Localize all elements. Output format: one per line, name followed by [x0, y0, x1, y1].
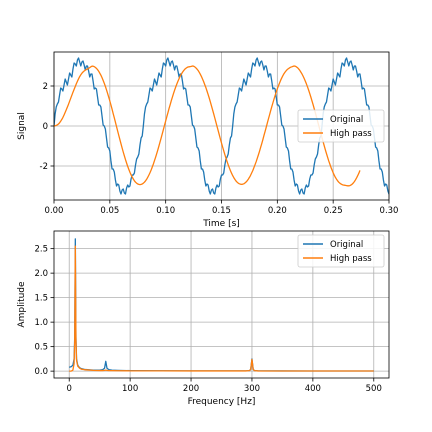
time-signal-plot: 0.00 0.05 0.10 0.15 0.20 0.25 0.30 -2 0 2 Time [s]… [17, 51, 399, 229]
series-line-original [54, 57, 389, 195]
y-tick-label: 0.5 [34, 343, 48, 353]
y-tick-label: -2 [40, 162, 48, 172]
legend: Original High pass [297, 109, 385, 143]
y-tick-label: 2.0 [34, 269, 48, 279]
x-tick-label: 300 [244, 384, 260, 394]
y-tick-label: 2 [43, 82, 48, 92]
plot-frame [53, 230, 390, 379]
legend-entry: Original [330, 115, 363, 125]
y-axis-label: Signal [17, 112, 27, 140]
x-axis-label: Frequency [Hz] [188, 397, 256, 407]
y-tick-label: 1.5 [34, 294, 48, 304]
frequency-spectrum-plot: 0 100 200 300 400 500 0.0 0.5 1.0 1.5 2.0 2.5 Freque… [17, 230, 390, 407]
x-tick-label: 400 [305, 384, 321, 394]
x-axis-label: Time [s] [202, 219, 240, 229]
x-tick-label: 0.15 [212, 206, 231, 216]
y-tick-label: 1.0 [34, 318, 48, 328]
x-tick-label: 500 [366, 384, 382, 394]
y-tick-label: 2.5 [34, 245, 48, 255]
x-tick-label: 200 [183, 384, 199, 394]
legend-entry: Original [330, 240, 363, 250]
x-tick-label: 0.05 [100, 206, 119, 216]
legend-entry: High pass [330, 129, 372, 139]
x-tick-label: 100 [122, 384, 138, 394]
legend-box [297, 234, 385, 268]
y-axis-label: Amplitude [17, 281, 27, 328]
series-line-high-pass [69, 245, 374, 372]
y-tick-label: 0 [43, 122, 48, 132]
x-tick-label: 0.30 [380, 206, 399, 216]
y-tick-label: 0.0 [34, 367, 48, 377]
x-tick-label: 0.00 [45, 206, 64, 216]
x-tick-label: 0.10 [156, 206, 175, 216]
x-tick-label: 0.20 [268, 206, 287, 216]
legend-box [297, 109, 385, 143]
legend: Original High pass [297, 234, 385, 268]
series-line-high-pass [54, 65, 361, 187]
legend-entry: High pass [330, 254, 372, 264]
plot-frame [53, 51, 390, 201]
x-tick-label: 0.25 [324, 206, 343, 216]
x-tick-label: 0 [67, 384, 72, 394]
